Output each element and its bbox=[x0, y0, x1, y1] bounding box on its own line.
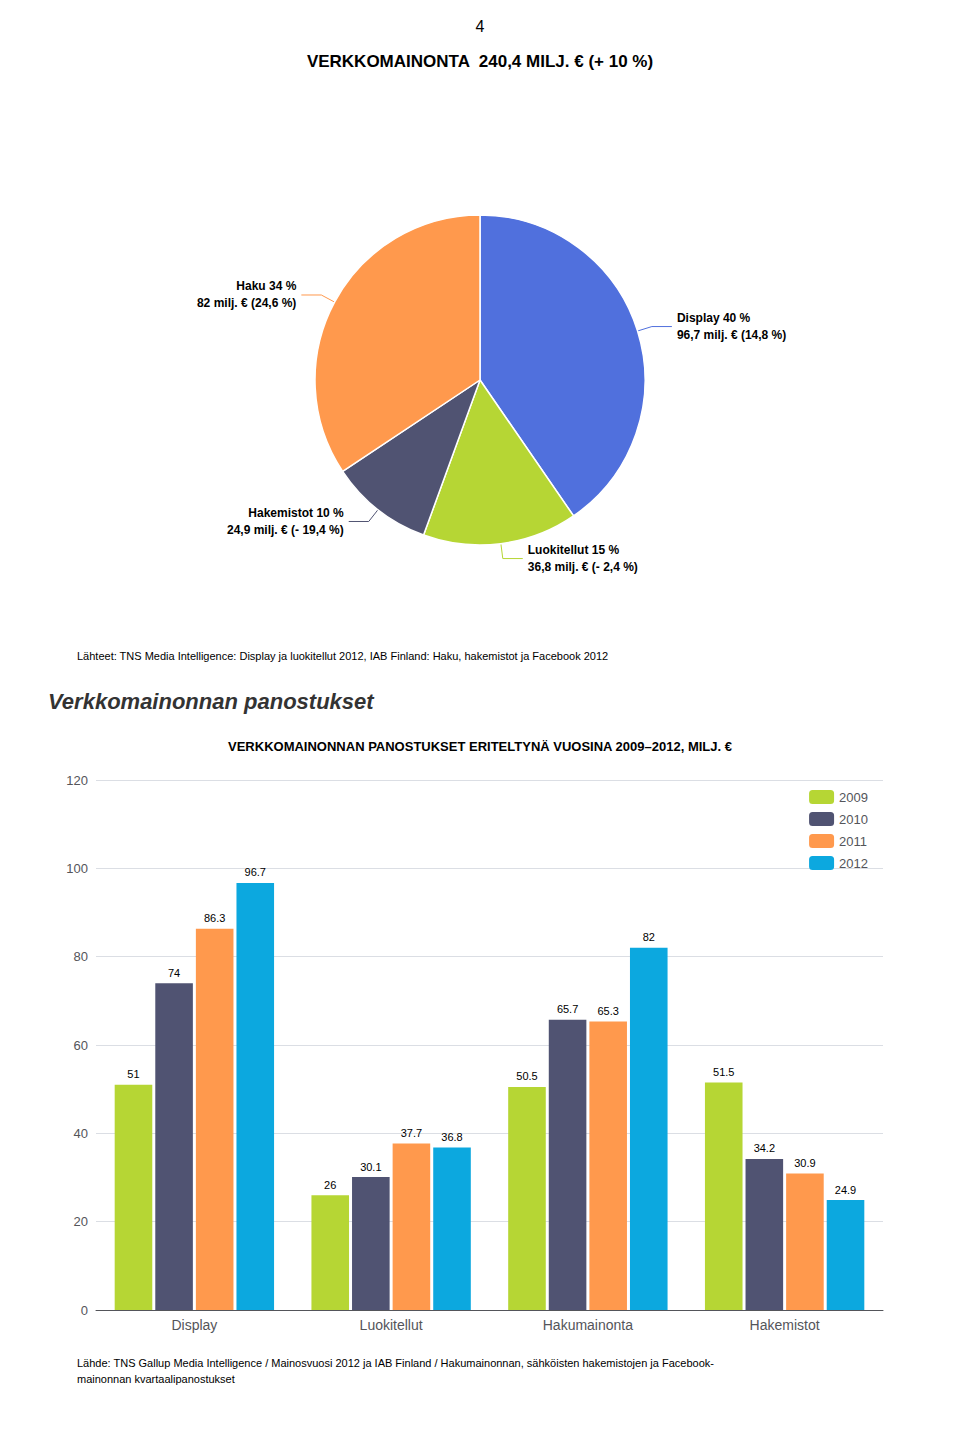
svg-text:VERKKOMAINONNAN PANOSTUKSET ER: VERKKOMAINONNAN PANOSTUKSET ERITELTYNÄ V… bbox=[228, 739, 732, 754]
svg-text:Hakemistot 10 %: Hakemistot 10 % bbox=[248, 506, 344, 520]
svg-text:74: 74 bbox=[168, 967, 180, 979]
svg-text:mainonnan kvartaalipanostukset: mainonnan kvartaalipanostukset bbox=[77, 1373, 235, 1385]
svg-text:120: 120 bbox=[66, 773, 88, 788]
svg-text:80: 80 bbox=[74, 949, 88, 964]
svg-text:82: 82 bbox=[643, 931, 655, 943]
svg-text:65.7: 65.7 bbox=[557, 1003, 578, 1015]
svg-text:96,7 milj. € (14,8 %): 96,7 milj. € (14,8 %) bbox=[677, 328, 786, 342]
svg-text:51.5: 51.5 bbox=[713, 1066, 734, 1078]
svg-text:36.8: 36.8 bbox=[441, 1131, 462, 1143]
svg-text:96.7: 96.7 bbox=[245, 866, 266, 878]
svg-text:Hakemistot: Hakemistot bbox=[750, 1317, 820, 1333]
svg-text:34.2: 34.2 bbox=[754, 1142, 775, 1154]
svg-text:86.3: 86.3 bbox=[204, 912, 225, 924]
svg-text:50.5: 50.5 bbox=[516, 1070, 537, 1082]
svg-text:40: 40 bbox=[74, 1126, 88, 1141]
svg-text:24.9: 24.9 bbox=[835, 1184, 856, 1196]
svg-text:20: 20 bbox=[74, 1214, 88, 1229]
svg-text:Hakumainonta: Hakumainonta bbox=[543, 1317, 633, 1333]
svg-text:Lähde: TNS Gallup Media Intell: Lähde: TNS Gallup Media Intelligence / M… bbox=[77, 1357, 714, 1369]
svg-text:2012: 2012 bbox=[839, 856, 868, 871]
svg-text:2009: 2009 bbox=[839, 790, 868, 805]
svg-text:30.9: 30.9 bbox=[794, 1157, 815, 1169]
svg-text:Display 40 %: Display 40 % bbox=[677, 311, 751, 325]
svg-text:Lähteet: TNS Media Intelligenc: Lähteet: TNS Media Intelligence: Display… bbox=[77, 650, 608, 662]
svg-text:36,8 milj. € (- 2,4 %): 36,8 milj. € (- 2,4 %) bbox=[528, 560, 638, 574]
svg-text:Luokitellut: Luokitellut bbox=[360, 1317, 423, 1333]
svg-text:2010: 2010 bbox=[839, 812, 868, 827]
svg-text:30.1: 30.1 bbox=[360, 1161, 381, 1173]
svg-text:4: 4 bbox=[476, 18, 485, 35]
svg-text:65.3: 65.3 bbox=[597, 1005, 618, 1017]
svg-text:100: 100 bbox=[66, 861, 88, 876]
svg-text:Haku 34 %: Haku 34 % bbox=[236, 279, 296, 293]
svg-text:VERKKOMAINONTA 240,4 MILJ. €: VERKKOMAINONTA 240,4 MILJ. € (+ 10 %) bbox=[307, 52, 653, 71]
svg-text:0: 0 bbox=[81, 1303, 88, 1318]
svg-text:60: 60 bbox=[74, 1038, 88, 1053]
svg-text:Luokitellut 15 %: Luokitellut 15 % bbox=[528, 543, 620, 557]
svg-text:37.7: 37.7 bbox=[401, 1127, 422, 1139]
svg-text:26: 26 bbox=[324, 1179, 336, 1191]
svg-text:Verkkomainonnan panostukset: Verkkomainonnan panostukset bbox=[48, 689, 375, 714]
svg-text:Display: Display bbox=[171, 1317, 217, 1333]
svg-text:82 milj. € (24,6 %): 82 milj. € (24,6 %) bbox=[197, 296, 296, 310]
svg-text:51: 51 bbox=[127, 1068, 139, 1080]
svg-text:24,9 milj. € (- 19,4 %): 24,9 milj. € (- 19,4 %) bbox=[227, 523, 344, 537]
svg-text:2011: 2011 bbox=[839, 834, 867, 849]
